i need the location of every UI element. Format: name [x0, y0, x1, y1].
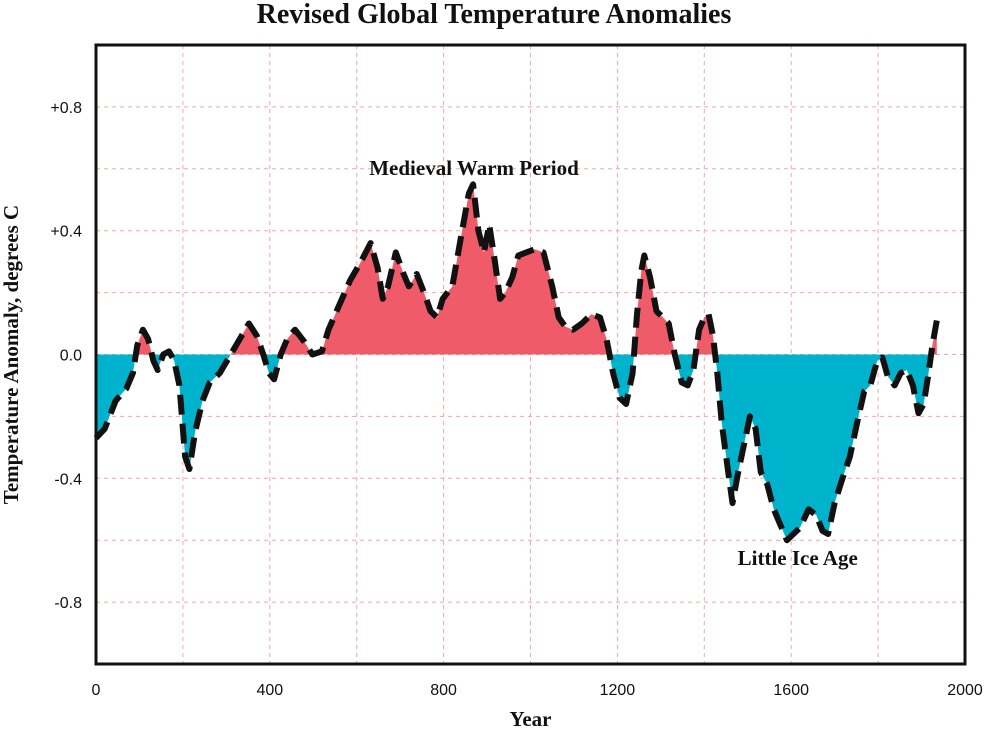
annotation-label: Little Ice Age [738, 546, 858, 570]
anomaly-line [93, 181, 940, 544]
annotation-label: Medieval Warm Period [369, 156, 579, 180]
y-tick-label: +0.8 [50, 100, 82, 117]
x-tick-label: 1200 [600, 682, 636, 699]
x-tick-label: 0 [92, 682, 101, 699]
x-tick-label: 2000 [947, 682, 983, 699]
annotations: Medieval Warm Period Little Ice Age [369, 156, 858, 570]
y-tick-label: 0.0 [60, 348, 82, 365]
axis-ticks: 0 400 800 1200 1600 2000 +0.8 +0.4 0.0 -0.4 -0.8 [50, 100, 982, 699]
x-axis-label: Year [510, 707, 552, 730]
x-tick-label: 400 [256, 682, 283, 699]
anomaly-dashed-line [93, 181, 940, 544]
y-tick-label: -0.4 [54, 471, 82, 488]
x-tick-label: 800 [430, 682, 457, 699]
y-axis-label: Temperature Anomaly, degrees C [0, 205, 23, 504]
x-tick-label: 1600 [773, 682, 809, 699]
plot-frame [94, 43, 967, 666]
y-tick-label: -0.8 [54, 595, 82, 612]
y-tick-label: +0.4 [50, 224, 82, 241]
negative-anomaly-area [96, 354, 937, 541]
chart-title: Revised Global Temperature Anomalies [256, 0, 732, 30]
anomaly-fill [96, 184, 937, 541]
